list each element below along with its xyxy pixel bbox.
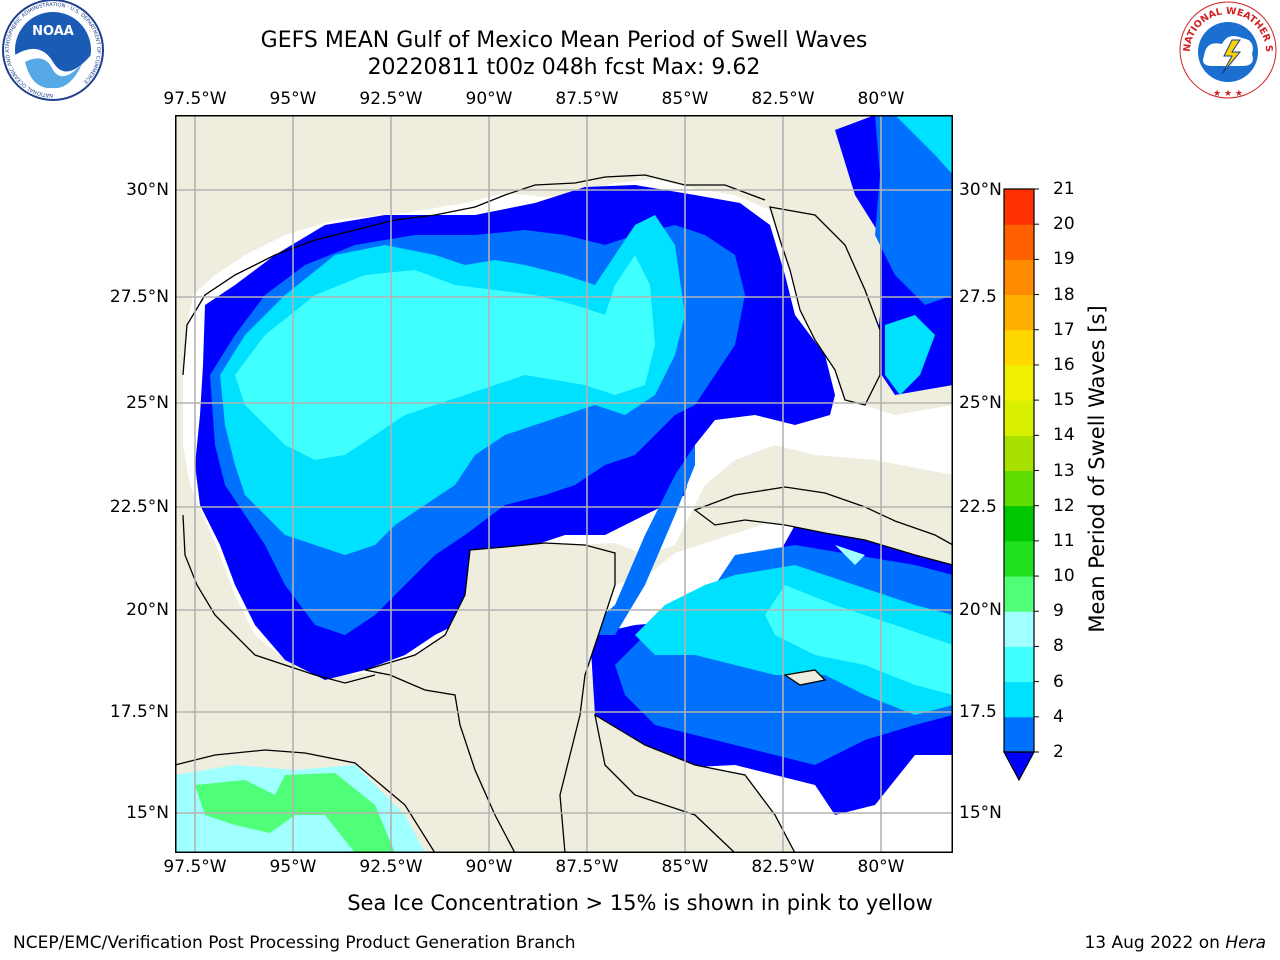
- colorbar-cell: [1004, 611, 1034, 647]
- map-area: [175, 115, 953, 853]
- colorbar-cell: [1004, 400, 1034, 436]
- colorbar-tick-label: 20: [1053, 214, 1075, 235]
- lat-label: 30°N: [959, 180, 1002, 200]
- colorbar-cell: [1004, 681, 1034, 718]
- colorbar: [1000, 185, 1040, 785]
- lon-label: 80°W: [857, 89, 905, 109]
- colorbar-cell: [1004, 540, 1034, 577]
- colorbar-tick-label: 4: [1053, 706, 1064, 727]
- graticule: [175, 115, 953, 853]
- lon-label: 95°W: [269, 857, 317, 877]
- lat-label: 20°N: [959, 600, 1002, 620]
- colorbar-cell: [1004, 329, 1034, 366]
- colorbar-cell: [1004, 435, 1034, 471]
- colorbar-tick-label: 6: [1053, 671, 1064, 692]
- colorbar-tick-label: 14: [1053, 425, 1075, 446]
- credit-text: NCEP/EMC/Verification Post Processing Pr…: [13, 933, 576, 953]
- colorbar-tick-label: 8: [1053, 636, 1064, 657]
- colorbar-cell: [1004, 294, 1034, 331]
- colorbar-label: Mean Period of Swell Waves [s]: [1085, 305, 1109, 633]
- lon-label: 82.5°W: [751, 89, 815, 109]
- colorbar-tick-label: 15: [1053, 390, 1075, 411]
- lon-label: 85°W: [661, 857, 709, 877]
- colorbar-cell: [1004, 259, 1034, 296]
- svg-text:★ ★ ★: ★ ★ ★: [1213, 89, 1243, 99]
- colorbar-cell: [1004, 505, 1034, 542]
- colorbar-cell: [1004, 189, 1034, 225]
- lon-label: 92.5°W: [359, 857, 423, 877]
- colorbar-svg: [1002, 188, 1039, 782]
- chart-title: GEFS MEAN Gulf of Mexico Mean Period of …: [260, 28, 868, 53]
- lon-label: 80°W: [857, 857, 905, 877]
- colorbar-cell: [1004, 364, 1034, 401]
- coastline: [182, 174, 766, 684]
- colorbar-tick-label: 12: [1053, 495, 1075, 516]
- lat-label: 25°N: [126, 393, 169, 413]
- lon-label: 90°W: [465, 857, 513, 877]
- chart-subtitle: 20220811 t00z 048h fcst Max: 9.62: [367, 55, 761, 80]
- colorbar-tick-label: 11: [1053, 530, 1075, 551]
- lat-label: 15°N: [959, 803, 1002, 823]
- colorbar-tick-label: 9: [1053, 601, 1064, 622]
- lon-label: 87.5°W: [555, 857, 619, 877]
- colorbar-ticks: 2 4 6 8 9 10 11 12 13 14 15 16 17 18 19 20 21: [1053, 0, 1093, 960]
- lat-label: 25°N: [959, 393, 1002, 413]
- lat-label: 22.5: [959, 497, 997, 517]
- swell-period-contours: [175, 115, 953, 853]
- lon-label: 90°W: [465, 89, 513, 109]
- colorbar-tick-label: 19: [1053, 249, 1075, 270]
- colorbar-tick-label: 13: [1053, 460, 1075, 481]
- lon-label: 95°W: [269, 89, 317, 109]
- lat-label: 30°N: [126, 180, 169, 200]
- lat-label: 20°N: [126, 600, 169, 620]
- colorbar-cell: [1004, 716, 1034, 753]
- colorbar-tick-label: 17: [1053, 319, 1075, 340]
- colorbar-under-triangle: [1002, 751, 1036, 782]
- lat-label: 22.5°N: [109, 497, 169, 517]
- colorbar-cell: [1004, 576, 1034, 612]
- svg-text:NOAA: NOAA: [32, 24, 74, 39]
- lat-label: 27.5: [959, 287, 997, 307]
- land-masses: [175, 206, 953, 853]
- sea-ice-note: Sea Ice Concentration > 15% is shown in …: [347, 891, 933, 915]
- lat-label: 27.5°N: [109, 287, 169, 307]
- lon-label: 82.5°W: [751, 857, 815, 877]
- map-svg: [175, 115, 953, 853]
- nws-logo: NATIONAL WEATHER SERVICE ★ ★ ★: [1172, 0, 1280, 100]
- colorbar-cell: [1004, 470, 1034, 507]
- lon-label: 85°W: [661, 89, 709, 109]
- lat-label: 17.5°N: [109, 702, 169, 722]
- colorbar-cell: [1004, 646, 1034, 683]
- date-stamp: 13 Aug 2022 on Hera: [1084, 933, 1266, 953]
- colorbar-tick-label: 2: [1053, 742, 1064, 762]
- lat-label: 17.5: [959, 702, 997, 722]
- lon-label: 92.5°W: [359, 89, 423, 109]
- noaa-logo: NOAA NATIONAL OCEANIC AND ATMOSPHERIC AD…: [0, 0, 106, 106]
- colorbar-tick-label: 18: [1053, 284, 1075, 305]
- colorbar-tick-label: 10: [1053, 566, 1075, 587]
- colorbar-tick-label: 21: [1053, 179, 1075, 199]
- lat-label: 15°N: [126, 803, 169, 823]
- host-text: Hera: [1225, 933, 1266, 953]
- map-border: [175, 115, 953, 853]
- colorbar-tick-label: 16: [1053, 354, 1075, 375]
- colorbar-cell: [1004, 224, 1034, 260]
- lon-label: 87.5°W: [555, 89, 619, 109]
- lon-label: 97.5°W: [163, 89, 227, 109]
- date-text: 13 Aug 2022 on: [1084, 933, 1226, 953]
- lon-label: 97.5°W: [163, 857, 227, 877]
